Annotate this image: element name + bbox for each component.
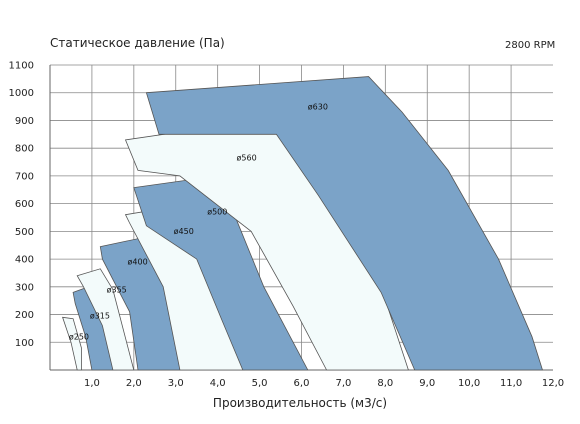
x-tick-label: 5,0 bbox=[252, 378, 268, 389]
x-tick-label: 8,0 bbox=[377, 378, 393, 389]
series-label: ø250 bbox=[69, 333, 89, 342]
series-label: ø500 bbox=[207, 208, 227, 217]
series-area-d355 bbox=[76, 268, 135, 371]
y-tick-label: 1100 bbox=[9, 61, 34, 72]
y-tick-label: 100 bbox=[15, 338, 34, 349]
y-tick-label: 300 bbox=[15, 282, 34, 293]
y-tick-label: 800 bbox=[15, 144, 34, 155]
series-label: ø560 bbox=[237, 154, 257, 163]
y-tick-label: 900 bbox=[15, 116, 34, 127]
y-tick-label: 500 bbox=[15, 227, 34, 238]
series-label: ø400 bbox=[128, 258, 148, 267]
y-tick-label: 1000 bbox=[9, 88, 34, 99]
x-tick-label: 3,0 bbox=[168, 378, 184, 389]
y-tick-label: 400 bbox=[15, 255, 34, 266]
x-tick-label: 6,0 bbox=[294, 378, 310, 389]
x-tick-label: 11,0 bbox=[500, 378, 522, 389]
series-label: ø630 bbox=[308, 102, 328, 111]
x-axis-label: Производительность (м3/с) bbox=[212, 396, 388, 410]
x-tick-label: 4,0 bbox=[210, 378, 226, 389]
x-tick-label: 12,0 bbox=[542, 378, 564, 389]
rpm-annotation: 2800 RPM bbox=[505, 40, 556, 51]
y-tick-label: 700 bbox=[15, 171, 34, 182]
series-area-d630 bbox=[145, 76, 544, 371]
series-label: ø355 bbox=[107, 285, 127, 294]
y-axis-label: Статическое давление (Па) bbox=[50, 36, 225, 50]
series-area-d250 bbox=[62, 316, 82, 371]
x-tick-label: 7,0 bbox=[335, 378, 351, 389]
series-label: ø315 bbox=[90, 312, 110, 321]
x-tick-label: 9,0 bbox=[419, 378, 435, 389]
y-tick-label: 200 bbox=[15, 310, 34, 321]
y-tick-label: 600 bbox=[15, 199, 34, 210]
series-label: ø450 bbox=[174, 227, 194, 236]
x-tick-label: 10,0 bbox=[458, 378, 480, 389]
x-tick-label: 2,0 bbox=[126, 378, 142, 389]
x-tick-label: 1,0 bbox=[84, 378, 100, 389]
